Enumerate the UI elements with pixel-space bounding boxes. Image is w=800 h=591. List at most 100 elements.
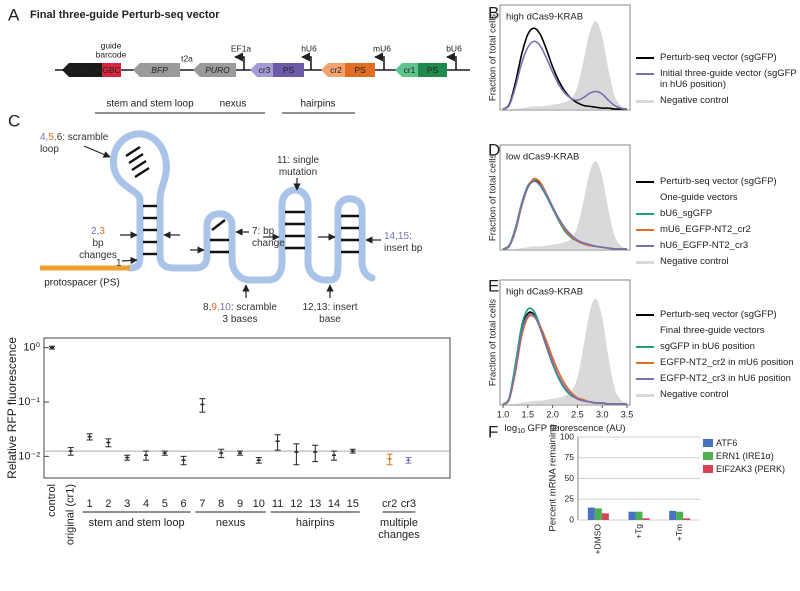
x-tick-label: 10	[253, 498, 265, 510]
y-axis-label: Fraction of total cells	[488, 14, 499, 101]
vector-element	[250, 63, 273, 77]
bar	[676, 511, 684, 520]
x-tick-label: 2.5	[571, 409, 584, 419]
plot-frame	[43, 337, 451, 479]
legend-heading: One-guide vectors	[660, 192, 738, 203]
x-tick-label: 13	[309, 498, 321, 510]
legend-label: EGFP-NT2_cr2 in mU6 position	[660, 357, 794, 368]
bar	[628, 511, 636, 520]
base-pairs	[125, 145, 359, 256]
bar	[594, 508, 602, 520]
x-tick-label: control	[46, 484, 58, 517]
protospacer-label: protospacer (PS)	[44, 278, 120, 289]
vector-element	[62, 63, 102, 77]
legend-label: ATF6	[716, 438, 737, 448]
bar	[587, 507, 595, 520]
vector-element-label: cr3	[259, 65, 271, 75]
y-tick-label: 50	[565, 473, 575, 483]
vector-element-label: BFP	[151, 65, 168, 75]
annotation: 12,13: insert	[302, 302, 357, 313]
x-tick-label: 1.0	[497, 409, 510, 419]
promoter-arrow	[446, 52, 457, 70]
x-axis-label-part: 10	[517, 428, 525, 435]
x-tick-label: 1.5	[522, 409, 535, 419]
legend-label: Perturb-seq vector (sgGFP)	[660, 309, 777, 320]
annotation: 1	[116, 258, 122, 269]
annotation-part: change	[252, 238, 285, 249]
vector-element	[193, 63, 236, 77]
legend-entry: Negative control	[636, 256, 800, 267]
panel-subtitle: high dCas9-KRAB	[506, 287, 583, 298]
panel-label: B	[488, 3, 499, 22]
y-tick-label: 10⁰	[23, 341, 40, 353]
x-tick-label: 3	[124, 498, 130, 510]
x-tick-label: 5	[162, 498, 168, 510]
legend-swatch	[636, 346, 654, 348]
legend-swatch	[703, 465, 713, 473]
legend-label: bU6_sgGFP	[660, 208, 713, 219]
annotation: change	[252, 238, 285, 249]
vector-title: Final three-guide Perturb-seq vector	[30, 9, 220, 21]
legend: Perturb-seq vector (sgGFP) One-guide vect…	[636, 176, 800, 272]
density-area	[503, 161, 627, 250]
vector-label: barcode	[96, 49, 127, 59]
x-tick-label: 11	[272, 498, 283, 510]
legend: Perturb-seq vector (sgGFP) Final three-gu…	[636, 309, 800, 405]
promoter-arrow	[374, 52, 385, 70]
annotation-part: 6: scramble	[57, 132, 109, 143]
density-line	[502, 27, 627, 110]
x-tick-label: 14	[328, 498, 340, 510]
x-tick-label: 4	[143, 498, 149, 510]
x-tick-label: 8	[218, 498, 224, 510]
x-axis-label-part: log	[504, 423, 517, 434]
x-tick-label: original (cr1)	[65, 484, 77, 545]
vector-element-label: PS	[354, 65, 366, 75]
y-axis-label: Relative RFP fluorescence	[5, 337, 19, 479]
legend-entry: EGFP-NT2_cr2 in mU6 position	[636, 357, 800, 368]
legend-label: Initial three-guide vector (sgGFP in hU6…	[660, 68, 797, 90]
x-tick-label: +Tg	[633, 524, 643, 539]
vector-element	[133, 63, 180, 77]
legend-label: Perturb-seq vector (sgGFP)	[660, 176, 777, 187]
legend-swatch	[636, 213, 654, 215]
annotation-part: 8,	[203, 302, 211, 313]
legend-entry: Initial three-guide vector (sgGFP in hU6…	[636, 68, 800, 90]
annotation: 4,5,6: scramble	[40, 132, 109, 143]
legend-label: EIF2AK3 (PERK)	[716, 464, 785, 474]
annotation-part: 10	[220, 302, 232, 313]
annotation: 14,15:	[384, 231, 412, 242]
panel-label: C	[8, 111, 20, 130]
legend-entry: Negative control	[636, 389, 800, 400]
promoter-arrow	[234, 52, 245, 70]
annotation-part: loop	[40, 144, 59, 155]
vector-label: t2a	[181, 53, 193, 63]
annotation-part: 9,	[211, 302, 219, 313]
annotation-arrows	[83, 145, 381, 298]
annotation: 11: single	[277, 155, 320, 166]
annotation-part: bp	[92, 238, 104, 249]
legend-label: Negative control	[660, 256, 729, 267]
annotation-part: 3 bases	[222, 314, 257, 325]
promoter-arrow	[301, 52, 312, 70]
plot-frame	[499, 4, 631, 111]
panel-subtitle: high dCas9-KRAB	[506, 12, 583, 23]
legend-swatch	[636, 57, 654, 59]
section-header: hairpins	[300, 99, 335, 110]
promoter-arrows	[234, 52, 457, 70]
vector-element-label: cr1	[404, 65, 416, 75]
legend-swatch	[636, 378, 654, 380]
legend-swatch	[703, 439, 713, 447]
vector-element-label: GBC	[102, 65, 120, 75]
group-label: hairpins	[296, 517, 335, 529]
annotation: loop	[40, 144, 59, 155]
vector-element	[345, 63, 375, 77]
annotation-part: mutation	[279, 167, 317, 178]
annotation-part: 7: bp	[252, 226, 275, 237]
guide-rna	[109, 130, 376, 284]
annotation-part: 11: single	[277, 155, 320, 166]
legend-entry: bU6_sgGFP	[636, 208, 800, 219]
y-tick-label: 100	[560, 431, 574, 441]
panel-label: F	[488, 422, 498, 441]
group-label: multiple	[380, 517, 418, 529]
